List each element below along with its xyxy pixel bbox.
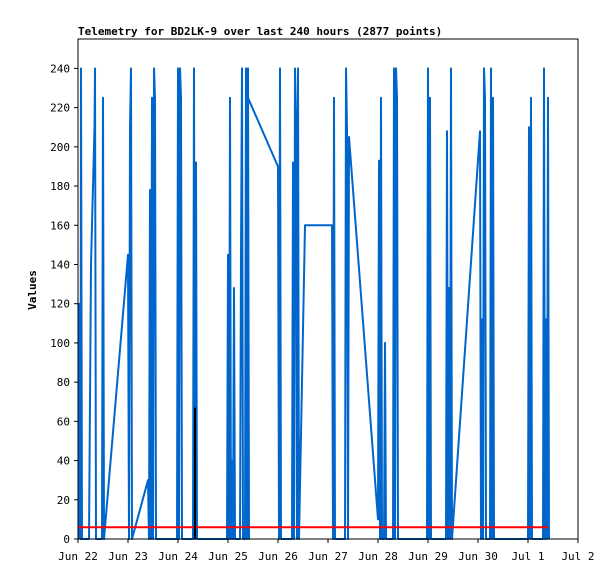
y-axis: 0 20 40 60 80 100 120 140 160 180 200 220 240 xyxy=(50,62,78,546)
y-tick-label: 120 xyxy=(50,298,70,311)
y-tick-label: 100 xyxy=(50,337,70,350)
y-tick-label: 20 xyxy=(57,494,70,507)
plot-area xyxy=(78,67,550,540)
x-tick-label: Jul 2 xyxy=(561,550,594,563)
y-tick-label: 240 xyxy=(50,62,70,75)
x-tick-label: Jun 27 xyxy=(308,550,348,563)
y-tick-label: 180 xyxy=(50,180,70,193)
series-line-0 xyxy=(78,67,550,540)
x-tick-label: Jun 28 xyxy=(358,550,398,563)
x-tick-label: Jun 26 xyxy=(258,550,298,563)
chart-title: Telemetry for BD2LK-9 over last 240 hour… xyxy=(78,25,442,38)
x-tick-label: Jul 1 xyxy=(511,550,544,563)
x-tick-label: Jun 30 xyxy=(458,550,498,563)
x-axis: Jun 22 Jun 23 Jun 24 Jun 25 Jun 26 Jun 27 Jun … xyxy=(58,539,595,563)
y-tick-label: 40 xyxy=(57,455,70,468)
y-tick-label: 160 xyxy=(50,219,70,232)
x-tick-label: Jun 23 xyxy=(108,550,148,563)
y-tick-label: 60 xyxy=(57,415,70,428)
x-tick-label: Jun 25 xyxy=(208,550,248,563)
y-axis-label: Values xyxy=(26,270,39,310)
x-tick-label: Jun 24 xyxy=(158,550,198,563)
y-tick-label: 200 xyxy=(50,141,70,154)
y-tick-label: 80 xyxy=(57,376,70,389)
y-tick-label: 0 xyxy=(63,533,70,546)
x-tick-label: Jun 22 xyxy=(58,550,98,563)
y-tick-label: 140 xyxy=(50,258,70,271)
y-tick-label: 220 xyxy=(50,102,70,115)
x-tick-label: Jun 29 xyxy=(408,550,448,563)
